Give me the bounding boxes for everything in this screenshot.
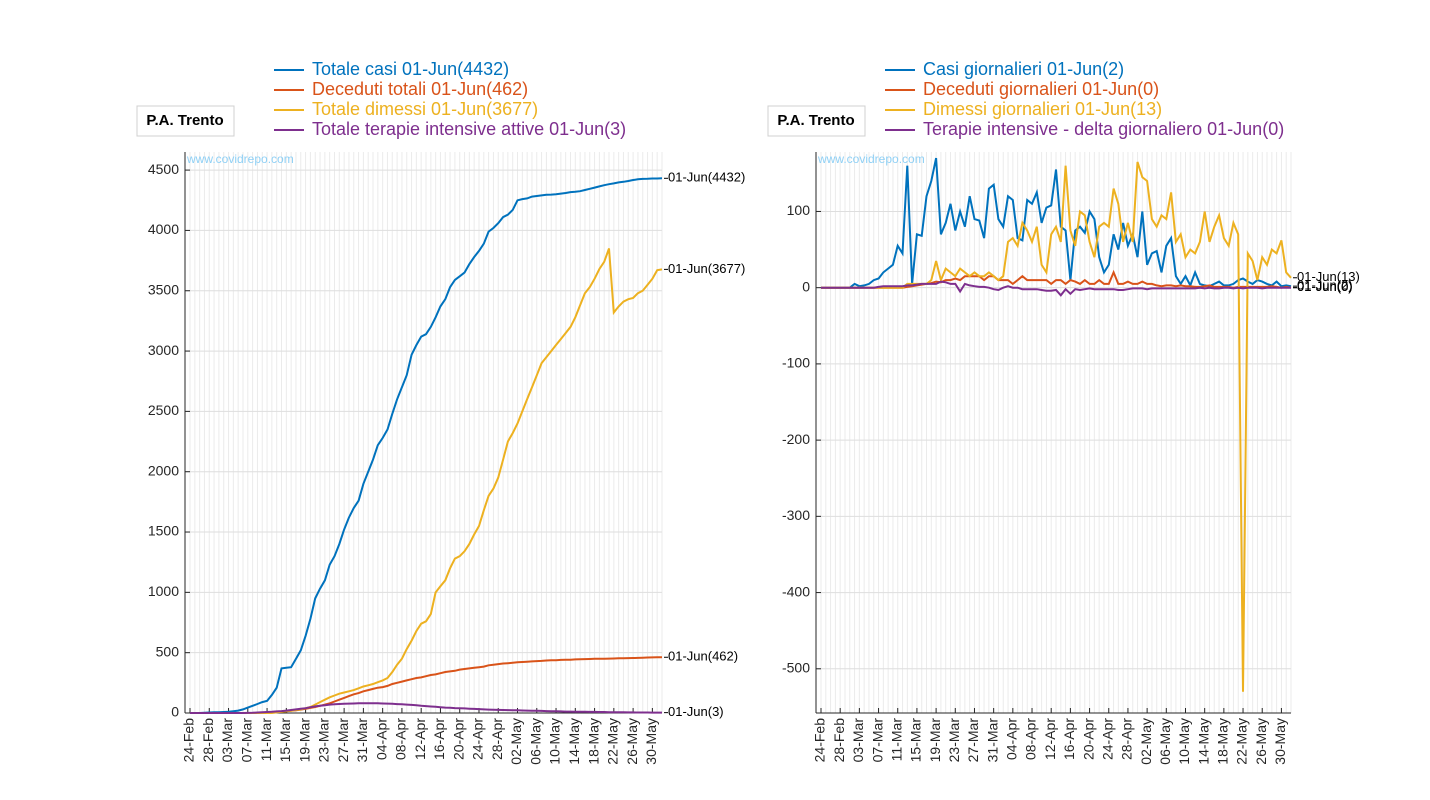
chart-title: P.A. Trento [146,112,223,129]
x-tick-label: 08-Apr [1023,718,1039,760]
x-tick-label: 14-May [566,718,582,765]
x-tick-label: 19-Mar [927,718,943,763]
y-tick-label: 0 [802,278,810,294]
series-line [821,157,1292,289]
x-tick-label: 31-Mar [984,718,1000,763]
legend-label: Dimessi giornalieri 01-Jun(13) [923,99,1162,119]
x-tick-label: 12-Apr [412,718,428,760]
y-tick-label: 100 [787,202,811,218]
end-label: 01-Jun(0) [1297,279,1353,294]
legend-label: Casi giornalieri 01-Jun(2) [923,59,1124,79]
x-tick-label: 30-May [1272,718,1288,765]
series-line [190,248,663,714]
series-line [821,161,1292,692]
x-tick-label: 30-May [643,718,659,765]
legend-label: Terapie intensive - delta giornaliero 01… [923,119,1284,139]
y-tick-label: -100 [782,355,810,371]
x-tick-label: 02-May [1138,718,1154,765]
series-line [190,702,662,714]
x-tick-label: 24-Feb [812,718,828,763]
y-tick-label: 4000 [148,221,179,237]
x-tick-label: 26-May [624,718,640,765]
x-tick-label: 22-May [605,718,621,765]
x-tick-label: 16-Apr [1061,718,1077,760]
legend-label: Totale casi 01-Jun(4432) [312,59,509,79]
y-tick-label: 3000 [148,342,179,358]
end-label: 01-Jun(13) [1297,269,1360,284]
end-label: 01-Jun(4432) [668,170,745,185]
x-tick-label: 04-Apr [1004,718,1020,760]
x-tick-label: 23-Mar [946,718,962,763]
x-tick-label: 18-May [585,718,601,765]
x-tick-label: 28-Apr [1119,718,1135,760]
y-tick-label: 4500 [148,161,179,177]
legend-label: Deceduti totali 01-Jun(462) [312,79,528,99]
x-tick-label: 03-Mar [219,718,235,763]
x-tick-label: 12-Apr [1042,718,1058,760]
end-label: 01-Jun(3) [668,704,724,719]
x-tick-label: 24-Feb [181,718,197,763]
watermark: www.covidrepo.com [817,152,925,166]
legend-label: Totale terapie intensive attive 01-Jun(3… [312,119,626,139]
legend-label: Deceduti giornalieri 01-Jun(0) [923,79,1159,99]
series-line [190,177,663,714]
x-tick-label: 10-May [547,718,563,765]
x-tick-label: 27-Mar [335,718,351,763]
x-tick-label: 31-Mar [354,718,370,763]
x-tick-label: 11-Mar [888,718,904,762]
x-tick-label: 24-Apr [470,718,486,760]
y-tick-label: -200 [782,431,810,447]
y-tick-label: 3500 [148,281,179,297]
end-label: 01-Jun(0) [1297,279,1353,294]
x-tick-label: 20-Apr [1080,718,1096,760]
x-tick-label: 06-May [1157,718,1173,765]
x-tick-label: 02-May [508,718,524,765]
x-tick-label: 16-Apr [431,718,447,760]
x-tick-label: 10-May [1176,718,1192,765]
x-tick-label: 04-Apr [373,718,389,760]
x-tick-label: 28-Feb [200,718,216,763]
x-tick-label: 11-Mar [258,718,274,762]
x-tick-label: 08-Apr [393,718,409,760]
x-tick-label: 15-Mar [277,718,293,763]
x-tick-label: 22-May [1234,718,1250,765]
y-tick-label: -400 [782,583,810,599]
title-box [136,105,235,137]
x-tick-label: 27-Mar [965,718,981,763]
x-tick-label: 06-May [527,718,543,765]
x-tick-label: 20-Apr [450,718,466,760]
y-tick-label: 500 [156,643,180,659]
x-tick-label: 19-Mar [296,718,312,763]
x-tick-label: 07-Mar [238,718,254,763]
y-tick-label: 0 [171,704,179,720]
y-tick-label: -500 [782,659,810,675]
x-tick-label: 26-May [1253,718,1269,765]
series-line [821,280,1291,297]
end-label: 01-Jun(462) [668,649,738,664]
x-tick-label: 23-Mar [316,718,332,763]
legend-label: Totale dimessi 01-Jun(3677) [312,99,538,119]
title-box [767,105,866,137]
end-label: 01-Jun(3677) [668,261,745,276]
x-tick-label: 24-Apr [1099,718,1115,760]
x-tick-label: 03-Mar [850,718,866,763]
x-tick-label: 15-Mar [908,718,924,763]
watermark: www.covidrepo.com [186,152,294,166]
chart-title: P.A. Trento [777,112,854,129]
y-tick-label: 2000 [148,462,179,478]
x-tick-label: 28-Feb [831,718,847,763]
y-tick-label: -300 [782,507,810,523]
y-tick-label: 1000 [148,583,179,599]
x-tick-label: 07-Mar [869,718,885,763]
x-tick-label: 28-Apr [489,718,505,760]
end-label: 01-Jun(2) [1297,278,1353,293]
x-tick-label: 14-May [1195,718,1211,765]
y-tick-label: 1500 [148,523,179,539]
y-tick-label: 2500 [148,402,179,418]
x-tick-label: 18-May [1215,718,1231,765]
